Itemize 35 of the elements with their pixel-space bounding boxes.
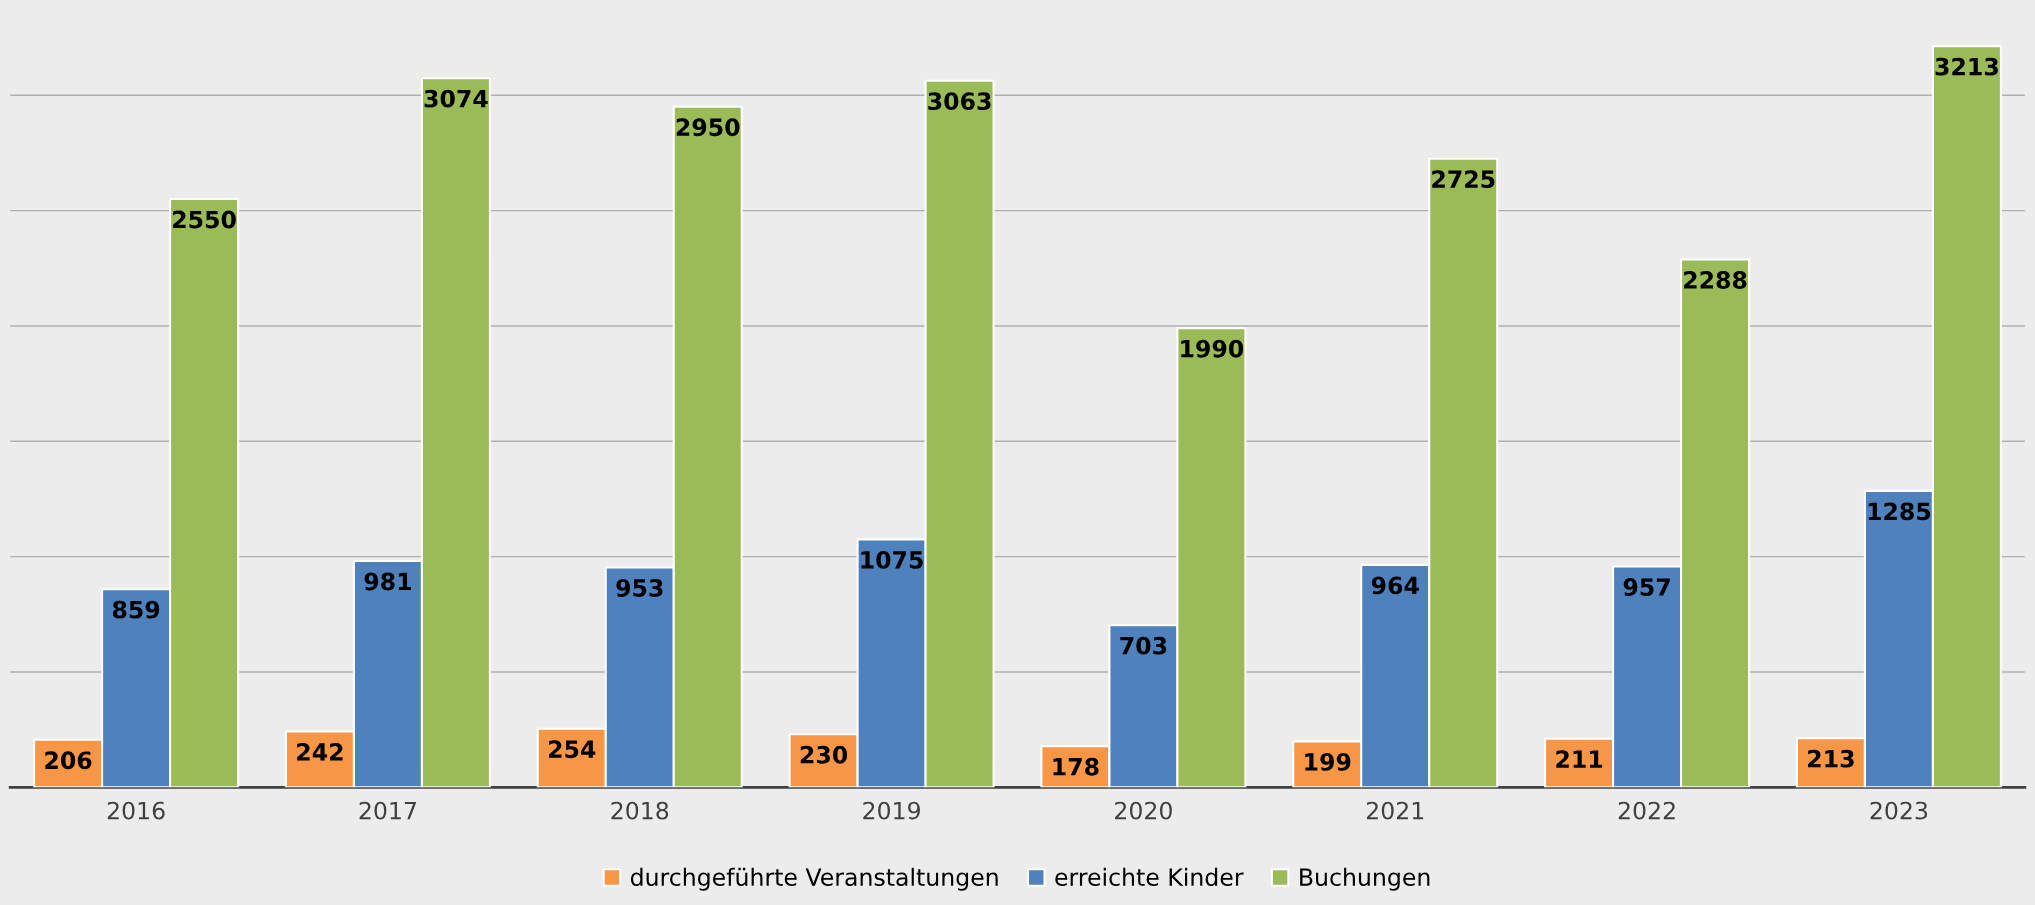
data-label: 230 <box>800 745 848 764</box>
x-tick-label: 2023 <box>1870 801 1928 820</box>
data-label: 703 <box>1120 636 1167 655</box>
data-label: 2950 <box>676 118 740 137</box>
x-tick-label: 2021 <box>1366 801 1424 820</box>
data-label: 1075 <box>861 550 923 569</box>
data-label: 206 <box>45 751 92 770</box>
legend-label: Buchungen <box>1300 867 1430 891</box>
x-tick-label: 2018 <box>611 801 669 820</box>
data-label: 178 <box>1053 757 1099 776</box>
data-label: 242 <box>297 743 343 761</box>
data-label: 1990 <box>1181 339 1244 358</box>
data-label: 981 <box>364 572 411 591</box>
legend-label: durchgeführte Veranstaltungen <box>630 867 998 891</box>
data-label: 199 <box>1305 752 1351 771</box>
data-label: 2288 <box>1684 271 1747 289</box>
data-label: 2725 <box>1432 170 1495 189</box>
x-tick-label: 2022 <box>1618 801 1675 820</box>
data-label: 3063 <box>928 92 991 111</box>
data-label: 254 <box>548 740 596 759</box>
data-label: 859 <box>112 600 160 619</box>
data-label: 957 <box>1623 578 1670 596</box>
data-label: 964 <box>1371 576 1419 595</box>
data-label: 3213 <box>1935 57 1998 76</box>
data-label: 3074 <box>424 89 488 108</box>
data-label: 953 <box>616 579 663 597</box>
data-label: 2550 <box>173 210 236 229</box>
x-tick-label: 2017 <box>359 801 416 820</box>
x-tick-label: 2016 <box>107 801 165 820</box>
legend-label: erreichte Kinder <box>1055 867 1244 887</box>
data-label: 211 <box>1556 750 1603 768</box>
data-label: 213 <box>1808 749 1854 768</box>
x-tick-label: 2020 <box>1115 801 1172 820</box>
x-tick-label: 2019 <box>863 801 920 820</box>
data-label: 1285 <box>1868 502 1931 521</box>
